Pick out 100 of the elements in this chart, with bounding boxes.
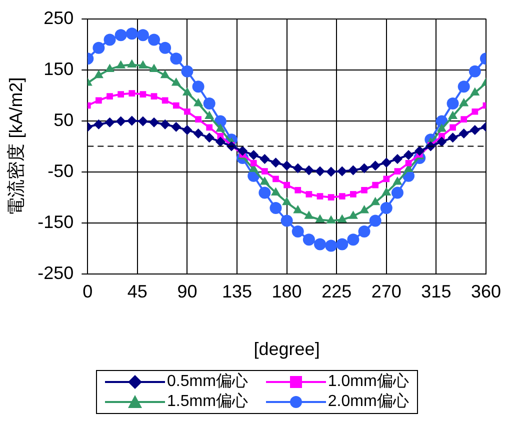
y-tick-label: -150: [38, 212, 74, 232]
point: [394, 168, 401, 174]
point: [127, 59, 137, 68]
point: [292, 163, 303, 174]
point: [360, 205, 370, 214]
point: [436, 136, 447, 147]
point: [292, 225, 304, 238]
point: [270, 158, 281, 168]
point: [162, 97, 168, 104]
point: [306, 191, 312, 198]
point: [261, 168, 268, 174]
point: [472, 108, 478, 115]
point: [359, 163, 370, 174]
point: [350, 191, 356, 198]
point: [380, 202, 392, 214]
x-tick-label: 270: [371, 282, 402, 302]
point: [381, 158, 392, 168]
point: [315, 166, 325, 176]
point: [383, 176, 390, 182]
point: [106, 93, 113, 100]
y-axis-title: 電流密度 [kA/m2]: [6, 77, 26, 216]
point: [182, 124, 192, 135]
x-tick-label: 0: [82, 282, 93, 302]
point: [392, 154, 402, 164]
point: [436, 123, 446, 132]
legend-label: 1.0mm偏心: [328, 372, 409, 392]
point: [358, 225, 370, 238]
point: [126, 28, 138, 40]
point: [182, 87, 192, 96]
x-axis-title: [degree]: [254, 339, 320, 360]
point: [460, 116, 468, 122]
point: [148, 34, 160, 46]
point: [116, 60, 126, 68]
point: [293, 205, 303, 214]
point: [302, 234, 315, 246]
point: [282, 196, 292, 206]
point: [270, 187, 281, 196]
point: [136, 29, 149, 42]
point: [448, 132, 458, 143]
point: [446, 97, 459, 110]
point: [206, 124, 213, 131]
legend-label: 0.5mm偏心: [167, 372, 248, 392]
y-tick-label: -50: [48, 160, 74, 181]
point: [405, 160, 412, 166]
point: [316, 193, 324, 200]
point: [282, 160, 292, 171]
point: [116, 116, 126, 126]
legend-label: 2.0mm偏心: [328, 392, 409, 412]
y-tick-label: 250: [44, 8, 74, 28]
point: [347, 234, 360, 246]
y-tick-label: 50: [54, 110, 74, 130]
x-tick-label: 45: [127, 282, 148, 302]
point: [126, 116, 137, 126]
point: [104, 117, 115, 128]
point: [203, 97, 216, 110]
point: [272, 176, 279, 182]
point: [450, 124, 456, 131]
point: [193, 128, 204, 139]
point: [348, 210, 358, 219]
point: [370, 160, 380, 171]
point: [128, 90, 136, 96]
point: [94, 70, 104, 78]
point: [159, 42, 172, 54]
point: [361, 186, 368, 194]
point: [149, 117, 160, 128]
point: [392, 176, 402, 185]
point: [258, 186, 271, 199]
point: [458, 80, 470, 93]
point: [118, 91, 124, 98]
x-tick-label: 90: [177, 282, 198, 302]
x-tick-label: 135: [222, 282, 252, 302]
point: [458, 128, 469, 139]
point: [92, 42, 105, 54]
point: [260, 176, 270, 185]
point: [414, 146, 425, 156]
x-tick-label: 360: [470, 282, 502, 302]
point: [149, 64, 159, 72]
point: [171, 78, 181, 86]
point: [204, 132, 214, 143]
x-tick-label: 315: [421, 282, 452, 302]
point: [325, 240, 338, 252]
point: [160, 119, 170, 130]
point: [337, 214, 347, 222]
point: [215, 136, 226, 147]
point: [138, 60, 148, 68]
x-tick-label: 225: [322, 282, 352, 302]
point: [194, 98, 204, 106]
point: [370, 196, 380, 206]
point: [468, 65, 481, 78]
point: [348, 165, 358, 176]
point: [284, 182, 290, 188]
point: [280, 214, 293, 227]
point: [314, 238, 326, 250]
point: [104, 64, 115, 72]
point: [248, 150, 259, 160]
point: [337, 166, 348, 176]
point: [338, 193, 346, 200]
x-tick-label: 180: [272, 282, 302, 302]
point: [192, 80, 204, 93]
point: [326, 166, 336, 177]
